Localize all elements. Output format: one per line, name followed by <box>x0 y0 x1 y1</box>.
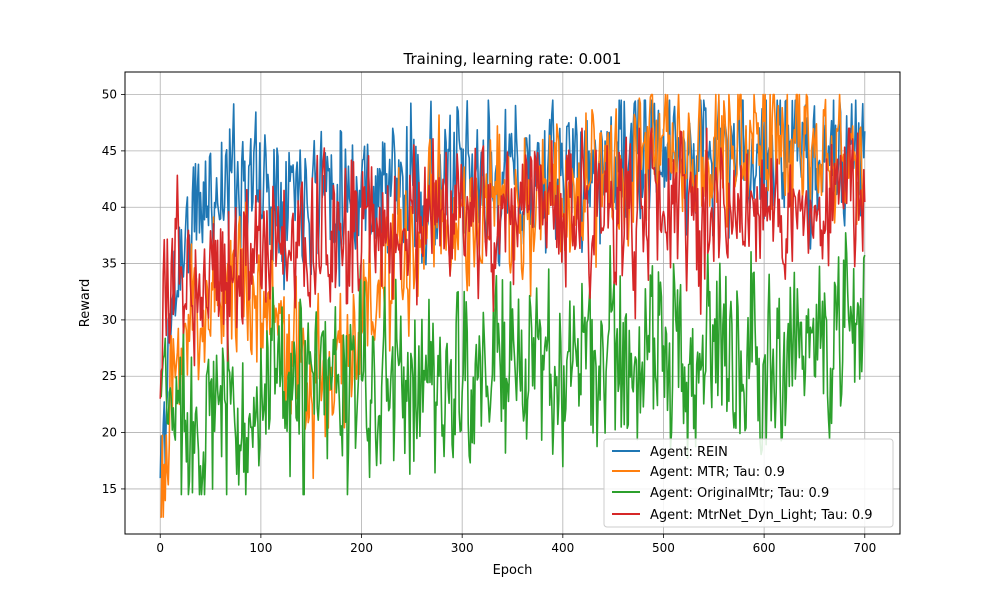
y-tick-label: 20 <box>102 426 117 440</box>
x-tick-label: 700 <box>853 541 876 555</box>
y-tick-label: 30 <box>102 313 117 327</box>
y-tick-label: 25 <box>102 369 117 383</box>
x-tick-label: 400 <box>551 541 574 555</box>
chart-title: Training, learning rate: 0.001 <box>403 50 622 68</box>
plot-frame <box>124 71 901 535</box>
x-tick-label: 200 <box>350 541 373 555</box>
y-axis-ticks: 15 20 25 30 35 40 45 50 <box>102 88 125 496</box>
legend-label-mtr: Agent: MTR; Tau: 0.9 <box>650 465 785 480</box>
series-line-3 <box>159 127 866 399</box>
y-tick-label: 35 <box>102 257 117 271</box>
legend-label-mtrnet-dyn-light: Agent: MtrNet_Dyn_Light; Tau: 0.9 <box>650 508 873 523</box>
x-tick-label: 100 <box>249 541 272 555</box>
plot-series <box>159 93 866 518</box>
y-axis-label: Reward <box>78 279 93 327</box>
x-tick-label: 0 <box>156 541 164 555</box>
legend-box <box>603 438 894 528</box>
x-tick-label: 500 <box>652 541 675 555</box>
legend: Agent: REIN Agent: MTR; Tau: 0.9 Agent: … <box>603 438 894 528</box>
legend-label-rein: Agent: REIN <box>650 445 728 460</box>
x-axis-label: Epoch <box>493 563 533 578</box>
x-tick-label: 600 <box>753 541 776 555</box>
x-axis-ticks: 0 100 200 300 400 500 600 700 <box>156 534 876 555</box>
x-tick-label: 300 <box>451 541 474 555</box>
y-tick-label: 40 <box>102 200 117 214</box>
legend-label-originalmtr: Agent: OriginalMtr; Tau: 0.9 <box>650 486 829 501</box>
y-tick-label: 50 <box>102 88 117 102</box>
series-line-2 <box>159 231 866 496</box>
y-tick-label: 15 <box>102 482 117 496</box>
y-tick-label: 45 <box>102 144 117 158</box>
